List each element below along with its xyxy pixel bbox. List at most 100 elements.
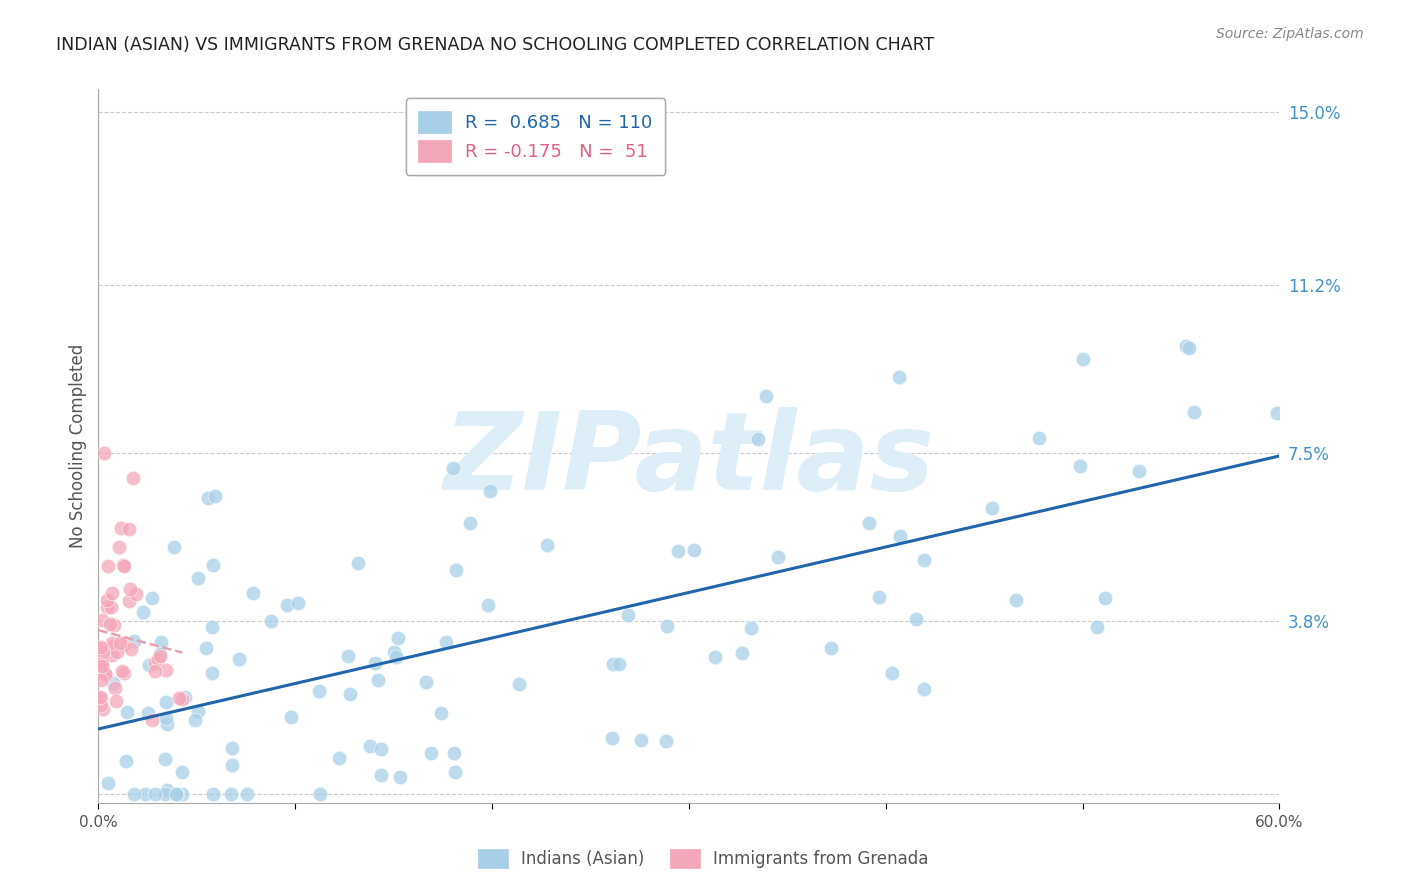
Point: [336, 648, 359, 663]
Point: [111, 558, 134, 573]
Point: [339, 688, 361, 702]
Point: [889, 529, 911, 543]
Point: [387, 631, 409, 645]
Point: [880, 665, 903, 680]
Point: [138, 658, 160, 673]
Point: [97, 776, 120, 790]
Point: [683, 543, 706, 558]
Point: [121, 471, 143, 485]
Point: [887, 369, 910, 384]
Point: [478, 484, 501, 499]
Point: [197, 491, 219, 506]
Point: [657, 619, 679, 633]
Point: [94, 668, 117, 682]
Point: [122, 634, 145, 648]
Point: [124, 787, 146, 801]
Point: [125, 586, 148, 600]
Point: [441, 461, 464, 475]
Point: [630, 733, 652, 747]
Point: [115, 705, 138, 719]
Point: [820, 640, 842, 655]
Point: [145, 656, 167, 670]
Point: [101, 648, 124, 662]
Point: [155, 695, 177, 709]
Text: Source: ZipAtlas.com: Source: ZipAtlas.com: [1216, 27, 1364, 41]
Point: [536, 538, 558, 552]
Point: [655, 734, 678, 748]
Point: [91, 702, 114, 716]
Point: [308, 684, 330, 698]
Point: [600, 731, 623, 745]
Point: [165, 787, 187, 801]
Point: [443, 746, 465, 760]
Point: [110, 521, 132, 535]
Point: [1182, 405, 1205, 419]
Point: [1069, 459, 1091, 474]
Point: [145, 787, 167, 801]
Text: INDIAN (ASIAN) VS IMMIGRANTS FROM GRENADA NO SCHOOLING COMPLETED CORRELATION CHA: INDIAN (ASIAN) VS IMMIGRANTS FROM GRENAD…: [56, 36, 935, 54]
Point: [155, 711, 177, 725]
Point: [444, 765, 467, 780]
Point: [118, 582, 141, 597]
Point: [766, 550, 789, 565]
Point: [120, 641, 142, 656]
Point: [280, 710, 302, 724]
Point: [172, 692, 194, 706]
Point: [415, 675, 437, 690]
Point: [115, 754, 138, 768]
Point: [100, 636, 122, 650]
Point: [105, 645, 128, 659]
Point: [87, 657, 110, 671]
Point: [201, 558, 224, 573]
Point: [1178, 341, 1201, 355]
Point: [458, 516, 481, 530]
Point: [309, 787, 332, 801]
Point: [149, 647, 172, 661]
Point: [981, 501, 1004, 516]
Point: [868, 591, 890, 605]
Point: [1071, 352, 1094, 367]
Point: [90, 663, 112, 677]
Point: [90, 698, 112, 712]
Point: [219, 787, 242, 801]
Point: [167, 691, 190, 706]
Point: [100, 616, 122, 631]
Point: [242, 586, 264, 600]
Point: [111, 664, 134, 678]
Point: [155, 787, 177, 801]
Point: [91, 645, 114, 659]
Point: [118, 594, 141, 608]
Point: [202, 787, 225, 801]
Point: [359, 739, 381, 753]
Point: [146, 652, 169, 666]
Point: [430, 706, 453, 720]
Point: [90, 691, 112, 706]
Legend: Indians (Asian), Immigrants from Grenada: Indians (Asian), Immigrants from Grenada: [471, 843, 935, 875]
Point: [96, 599, 118, 614]
Legend: R =  0.685   N = 110, R = -0.175   N =  51: R = 0.685 N = 110, R = -0.175 N = 51: [406, 98, 665, 175]
Point: [1175, 339, 1198, 353]
Point: [912, 553, 935, 567]
Point: [183, 713, 205, 727]
Point: [114, 666, 136, 681]
Point: [420, 746, 443, 760]
Point: [90, 654, 112, 668]
Text: ZIPatlas: ZIPatlas: [443, 408, 935, 513]
Point: [731, 646, 754, 660]
Point: [201, 665, 224, 680]
Point: [111, 638, 134, 652]
Point: [101, 640, 124, 654]
Point: [96, 593, 118, 607]
Point: [370, 768, 392, 782]
Point: [260, 614, 283, 628]
Point: [1265, 406, 1288, 420]
Point: [93, 446, 115, 460]
Point: [166, 787, 188, 801]
Point: [172, 765, 194, 780]
Point: [94, 667, 117, 681]
Point: [132, 606, 155, 620]
Point: [90, 673, 112, 687]
Point: [118, 522, 141, 536]
Point: [136, 706, 159, 720]
Point: [156, 783, 179, 797]
